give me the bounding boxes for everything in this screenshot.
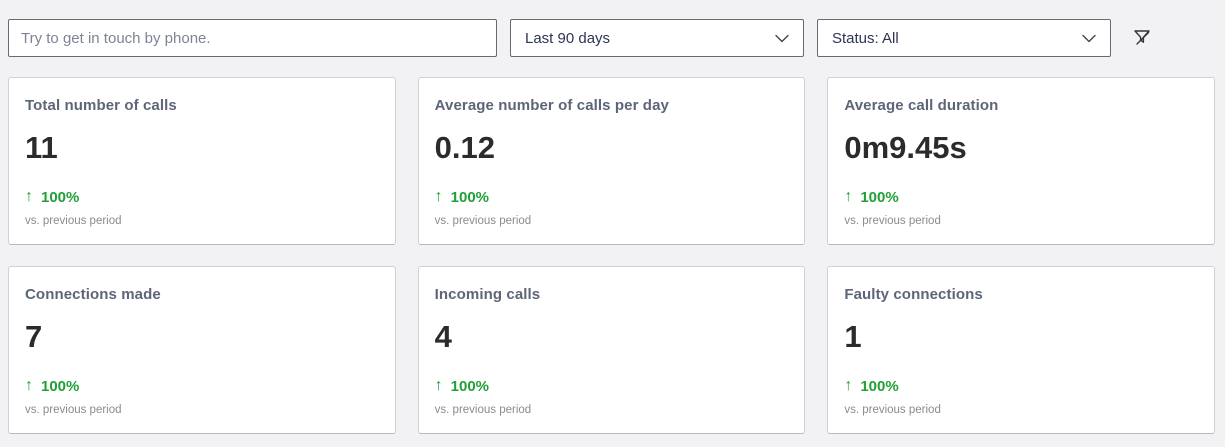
card-trend: ↑ 100% (25, 378, 375, 394)
status-value: Status: All (832, 29, 899, 47)
search-input[interactable] (8, 19, 497, 57)
card-caption: vs. previous period (844, 404, 941, 416)
chevron-down-icon (775, 30, 789, 47)
card-trend: ↑ 100% (844, 189, 1194, 205)
card-trend: ↑ 100% (435, 189, 785, 205)
card-title: Average number of calls per day (434, 97, 669, 114)
trend-value: 100% (41, 188, 80, 206)
card-caption: vs. previous period (25, 215, 122, 227)
trend-up-arrow-icon: ↑ (434, 377, 443, 394)
trend-up-arrow-icon: ↑ (434, 188, 443, 205)
trend-up-arrow-icon: ↑ (25, 188, 33, 205)
trend-up-arrow-icon: ↑ (844, 377, 853, 394)
card-trend: ↑ 100% (435, 378, 785, 394)
trend-value: 100% (860, 188, 899, 206)
card-value: 7 (25, 319, 43, 354)
clear-filter-button[interactable] (1128, 24, 1156, 52)
trend-value: 100% (41, 377, 80, 395)
date-range-select[interactable]: Last 90 days (510, 19, 804, 57)
filter-off-icon (1131, 26, 1153, 51)
stat-card-faulty-connections: Faulty connections 1 ↑ 100% vs. previous… (827, 266, 1215, 434)
card-caption: vs. previous period (434, 404, 532, 416)
stat-card-avg-calls-per-day: Average number of calls per day 0.12 ↑ 1… (417, 77, 806, 245)
stat-card-connections-made: Connections made 7 ↑ 100% vs. previous p… (8, 266, 396, 434)
card-title: Faulty connections (844, 286, 983, 303)
trend-value: 100% (450, 188, 490, 206)
date-range-value: Last 90 days (525, 29, 611, 47)
stat-card-avg-call-duration: Average call duration 0m9.45s ↑ 100% vs.… (827, 77, 1215, 245)
card-caption: vs. previous period (25, 404, 122, 416)
filter-toolbar: Last 90 days Status: All (0, 0, 1225, 57)
card-caption: vs. previous period (434, 215, 532, 227)
stats-cards-grid: Total number of calls 11 ↑ 100% vs. prev… (8, 77, 1215, 434)
trend-up-arrow-icon: ↑ (844, 188, 853, 205)
stat-card-total-calls: Total number of calls 11 ↑ 100% vs. prev… (8, 77, 396, 245)
card-value: 0.12 (434, 130, 495, 165)
trend-value: 100% (450, 377, 490, 395)
card-title: Connections made (25, 286, 161, 303)
card-caption: vs. previous period (844, 215, 941, 227)
card-value: 11 (25, 130, 58, 165)
trend-up-arrow-icon: ↑ (25, 377, 33, 394)
chevron-down-icon (1082, 30, 1096, 47)
status-select[interactable]: Status: All (817, 19, 1111, 57)
card-title: Average call duration (844, 97, 999, 114)
trend-value: 100% (860, 377, 899, 395)
card-title: Incoming calls (434, 286, 541, 303)
card-value: 4 (434, 319, 452, 354)
card-value: 0m9.45s (844, 130, 967, 165)
card-value: 1 (844, 319, 862, 354)
card-title: Total number of calls (25, 97, 177, 114)
card-trend: ↑ 100% (844, 378, 1194, 394)
card-trend: ↑ 100% (25, 189, 375, 205)
stat-card-incoming-calls: Incoming calls 4 ↑ 100% vs. previous per… (417, 266, 806, 434)
